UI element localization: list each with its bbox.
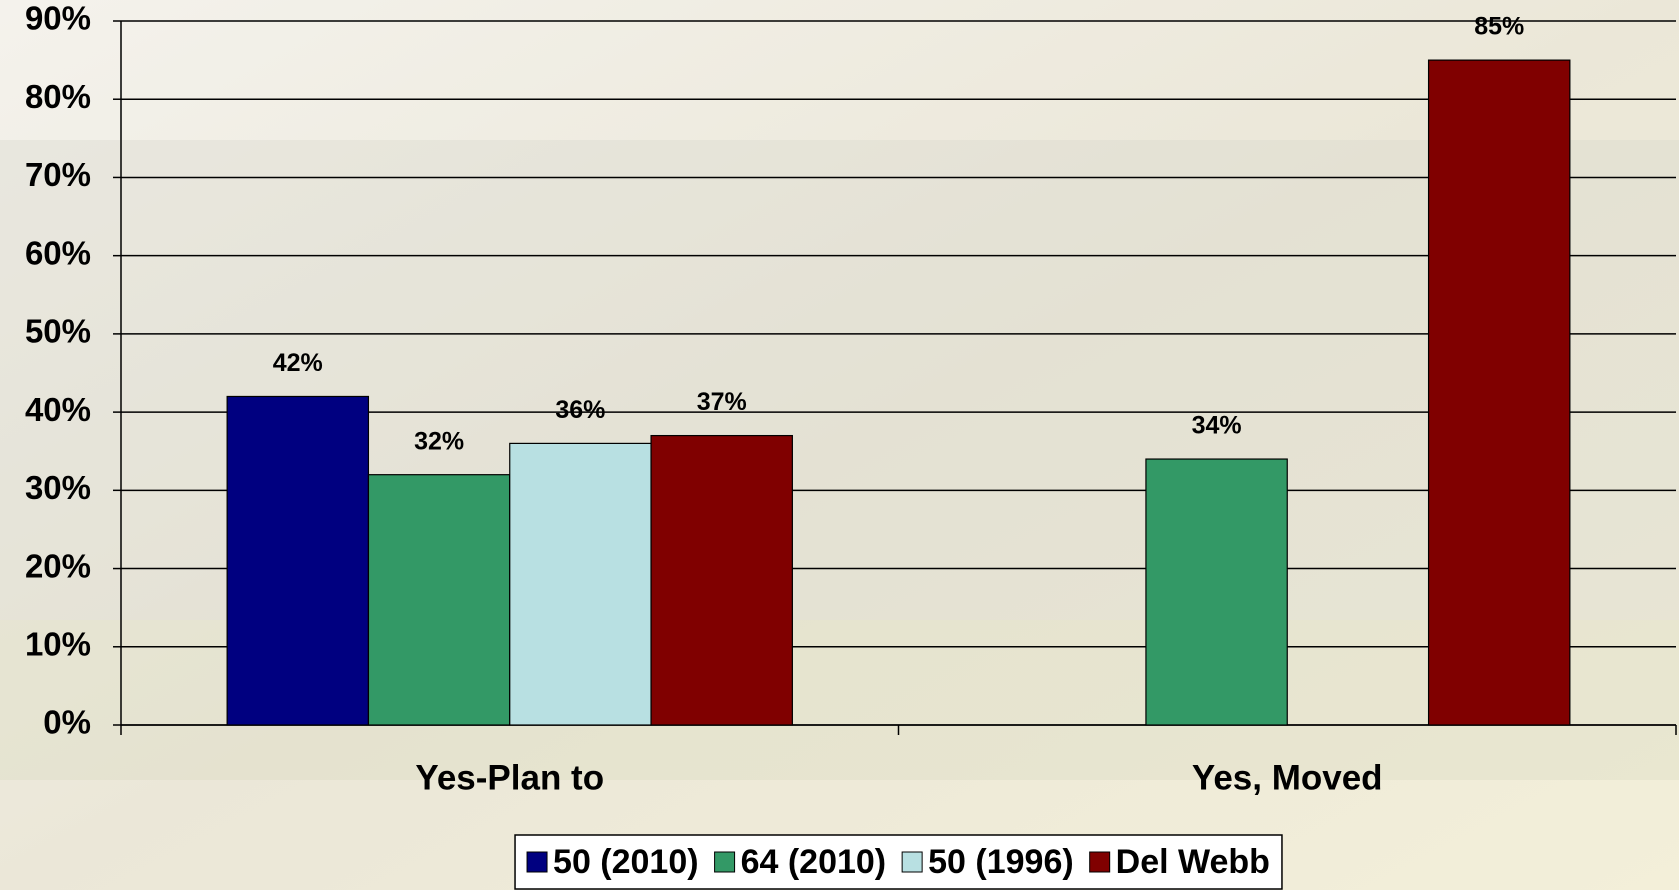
y-tick-label: 70% xyxy=(25,156,91,193)
legend-label: 50 (2010) xyxy=(553,843,699,881)
y-tick-label: 20% xyxy=(25,547,91,584)
legend-swatch xyxy=(901,851,923,873)
y-tick-label: 40% xyxy=(25,391,91,428)
x-tick-label: Yes-Plan to xyxy=(415,758,604,797)
y-tick-label: 50% xyxy=(25,313,91,350)
bar xyxy=(509,442,652,726)
bar xyxy=(1145,458,1288,726)
x-tick-label: Yes, Moved xyxy=(1192,758,1383,797)
bar xyxy=(367,474,511,726)
value-label: 37% xyxy=(697,388,747,416)
bar xyxy=(1427,59,1571,726)
y-tick-label: 90% xyxy=(25,0,91,37)
legend-swatch xyxy=(526,851,548,873)
y-tick-label: 10% xyxy=(25,625,91,662)
value-label: 34% xyxy=(1192,412,1242,440)
bar xyxy=(226,395,370,726)
value-label: 32% xyxy=(414,427,464,455)
legend-swatch xyxy=(714,851,736,873)
legend-label: 50 (1996) xyxy=(928,843,1074,881)
y-tick-label: 30% xyxy=(25,469,91,506)
y-tick-label: 60% xyxy=(25,234,91,271)
legend-label: Del Webb xyxy=(1116,843,1270,881)
legend-label: 64 (2010) xyxy=(741,843,887,881)
legend-box xyxy=(514,834,1283,890)
y-tick-label: 80% xyxy=(25,78,91,115)
value-label: 85% xyxy=(1474,13,1524,41)
bar xyxy=(650,434,793,726)
value-label: 36% xyxy=(555,396,605,424)
y-tick-label: 0% xyxy=(43,704,91,741)
value-label: 42% xyxy=(273,349,323,377)
legend-swatch xyxy=(1089,851,1111,873)
